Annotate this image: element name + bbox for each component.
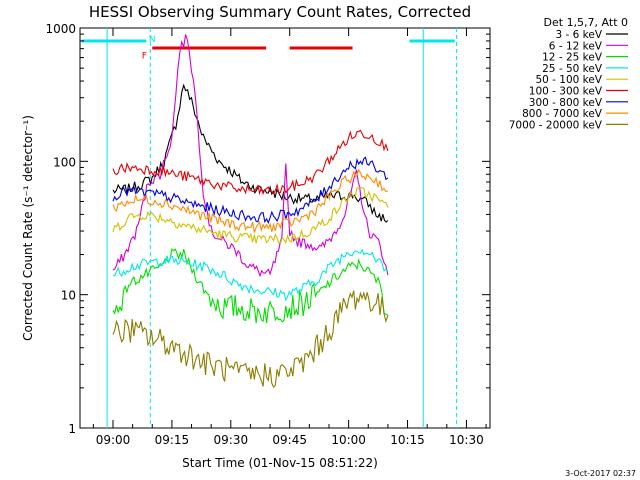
- footer-timestamp: 3-Oct-2017 02:37: [565, 469, 636, 478]
- y-tick-label-2: 100: [53, 155, 76, 169]
- annotation-n: N: [149, 35, 156, 45]
- x-tick-label-6: 10:30: [449, 433, 484, 447]
- x-tick-label-5: 10:15: [390, 433, 425, 447]
- x-tick-label-4: 10:00: [331, 433, 366, 447]
- series-line-6: [112, 156, 389, 225]
- y-axis-label: Corrected Count Rate (s⁻¹ detector⁻¹): [21, 115, 35, 341]
- series-line-8: [112, 290, 389, 388]
- x-tick-label-3: 09:45: [272, 433, 307, 447]
- legend-label-6: 300 - 800 keV: [529, 97, 603, 109]
- chart-title: HESSI Observing Summary Count Rates, Cor…: [89, 3, 471, 21]
- series-line-7: [112, 168, 389, 233]
- x-tick-label-2: 09:30: [214, 433, 249, 447]
- legend-label-8: 7000 - 20000 keV: [509, 119, 603, 131]
- legend-label-7: 800 - 7000 keV: [522, 108, 603, 120]
- x-tick-label-0: 09:00: [96, 433, 131, 447]
- legend-label-1: 6 - 12 keV: [549, 40, 603, 52]
- series-line-4: [112, 186, 389, 245]
- legend-label-5: 100 - 300 keV: [529, 86, 603, 98]
- legend-label-0: 3 - 6 keV: [555, 29, 602, 41]
- plot-frame: [79, 27, 491, 429]
- series-line-1: [112, 34, 389, 278]
- plot-area: NF 09:00 09:15 09:30 09:45 10:00 10:15 10:30 1 10…: [45, 22, 491, 447]
- series-line-5: [112, 129, 389, 196]
- x-axis-label: Start Time (01-Nov-15 08:51:22): [182, 456, 378, 470]
- legend-label-4: 50 - 100 keV: [535, 74, 602, 86]
- y-tick-label-0: 1: [68, 422, 76, 436]
- annotation-f: F: [142, 52, 147, 62]
- y-tick-label-1: 10: [61, 289, 76, 303]
- y-tick-label-3: 1000: [45, 22, 76, 36]
- legend-label-2: 12 - 25 keV: [542, 52, 603, 64]
- x-tick-label-1: 09:15: [155, 433, 190, 447]
- legend-label-3: 25 - 50 keV: [542, 63, 603, 75]
- legend-header: Det 1,5,7, Att 0: [544, 16, 628, 29]
- series-line-3: [112, 248, 389, 302]
